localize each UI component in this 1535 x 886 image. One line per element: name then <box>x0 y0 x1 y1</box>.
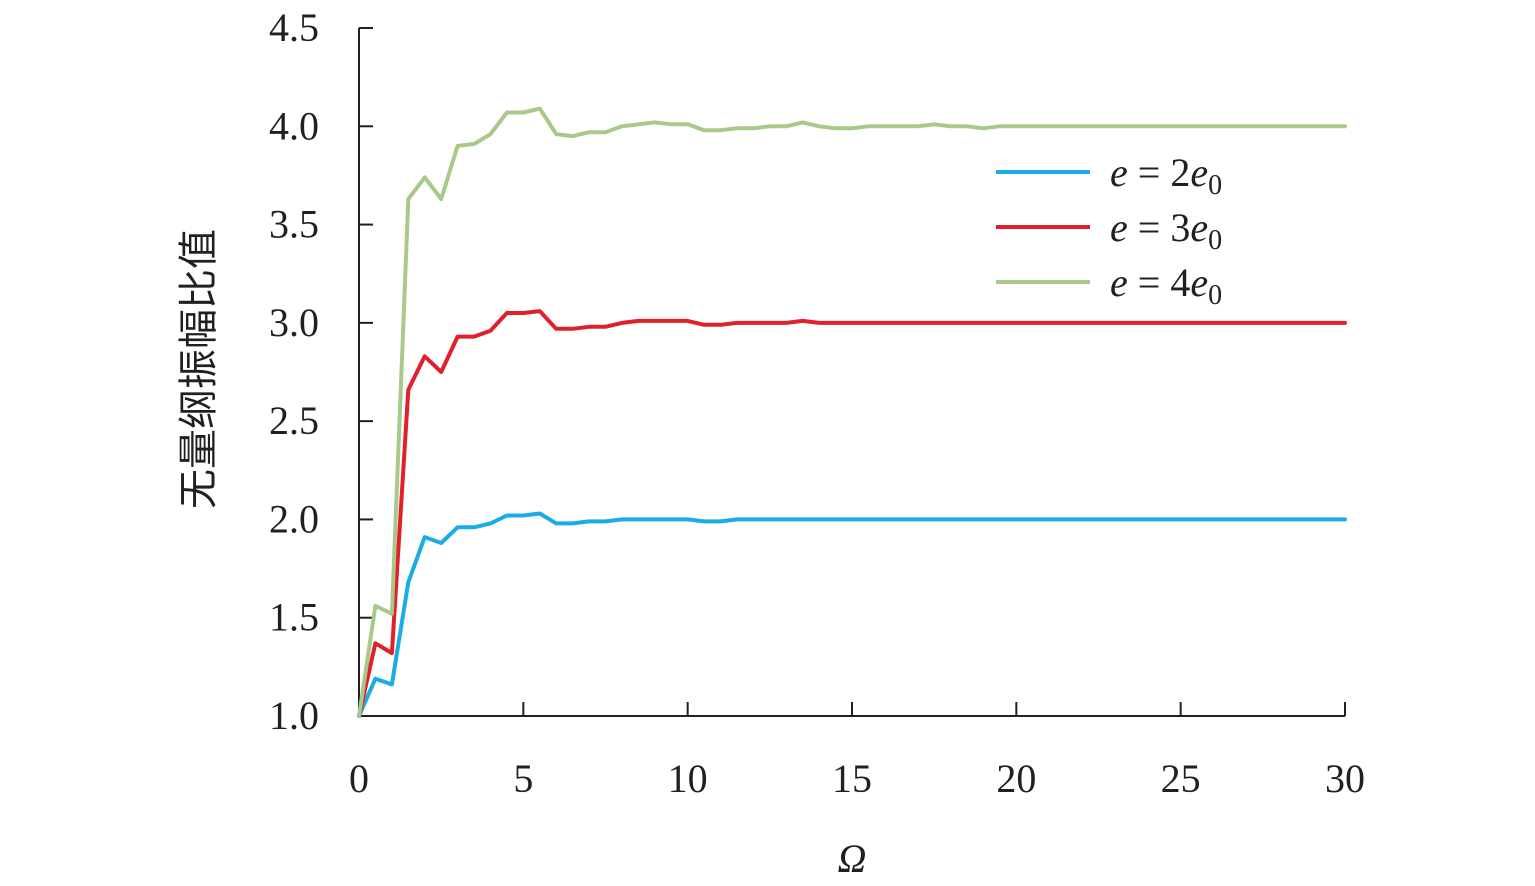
series-line-2 <box>357 309 1347 718</box>
axes: 1.0 1.5 2.0 2.5 3.0 3.5 4.0 4.5 0 5 10 15 20 25 30 <box>269 5 1365 801</box>
y-tick-label: 2.5 <box>269 398 319 443</box>
y-axis-title: 无量纲振幅比值 <box>176 229 222 509</box>
legend-label-2: e = 3e0 <box>1110 205 1222 256</box>
legend-label-3: e = 4e0 <box>1110 260 1222 311</box>
x-tick-label: 20 <box>996 756 1036 801</box>
y-tick-label: 4.5 <box>269 5 319 50</box>
x-tick-label: 0 <box>349 756 369 801</box>
x-tick-label: 10 <box>668 756 708 801</box>
x-tick-label: 30 <box>1325 756 1365 801</box>
y-tick-label: 2.0 <box>269 496 319 541</box>
x-tick-label: 5 <box>513 756 533 801</box>
y-tick-label: 3.0 <box>269 300 319 345</box>
y-tick-label: 3.5 <box>269 202 319 247</box>
series-line-1 <box>357 511 1347 718</box>
y-tick-label: 4.0 <box>269 103 319 148</box>
x-axis-title: Ω <box>838 836 867 881</box>
y-tick-label: 1.0 <box>269 693 319 738</box>
x-tick-label: 15 <box>832 756 872 801</box>
series-layer <box>357 106 1347 718</box>
x-tick-label: 25 <box>1161 756 1201 801</box>
series-line-3 <box>357 106 1347 718</box>
legend-label-1: e = 2e0 <box>1110 150 1222 201</box>
y-tick-label: 1.5 <box>269 595 319 640</box>
